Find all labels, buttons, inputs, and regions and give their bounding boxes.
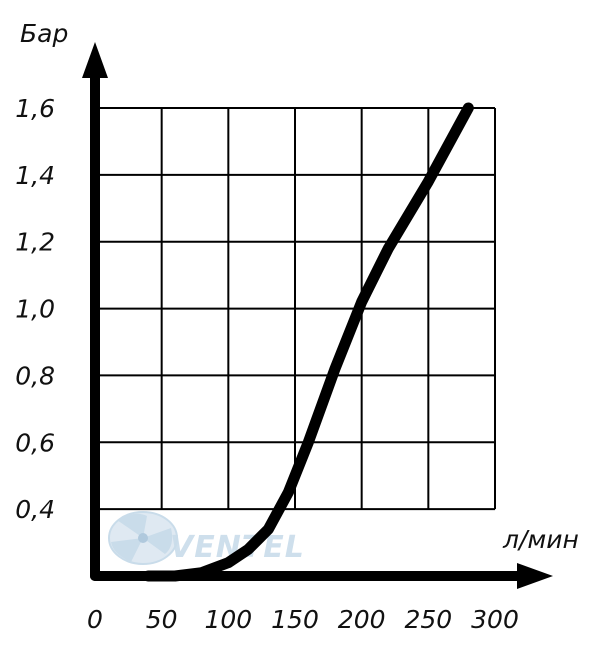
y-tick-label: 1,2	[15, 228, 55, 257]
fan-logo-icon	[108, 511, 178, 565]
y-tick-label: 0,8	[15, 361, 55, 390]
series-line	[142, 102, 474, 582]
y-tick-label: 0,4	[15, 495, 55, 524]
x-axis-label: л/мин	[502, 525, 579, 554]
x-axis-arrow-icon	[517, 563, 553, 589]
x-tick-label: 200	[338, 605, 386, 634]
chart-series	[142, 102, 474, 582]
y-tick-label: 0,6	[15, 428, 55, 457]
x-tick-label: 250	[404, 605, 452, 634]
x-tick-label: 150	[271, 605, 319, 634]
y-axis-arrow-icon	[82, 42, 108, 78]
y-tick-label: 1,4	[15, 161, 55, 190]
x-tick-label: 0	[87, 605, 103, 634]
x-tick-label: 100	[204, 605, 252, 634]
y-tick-label: 1,0	[15, 295, 55, 324]
y-axis-label: Бар	[20, 19, 68, 48]
chart-axes	[82, 42, 553, 589]
x-tick-label: 300	[471, 605, 519, 634]
y-tick-label: 1,6	[15, 94, 55, 123]
x-tick-label: 50	[146, 605, 178, 634]
chart-tick-labels: 0 50 100 150 200 250 300 0,4 0,6 0,8 1,0 1,2 1,4 1,6	[15, 94, 519, 634]
